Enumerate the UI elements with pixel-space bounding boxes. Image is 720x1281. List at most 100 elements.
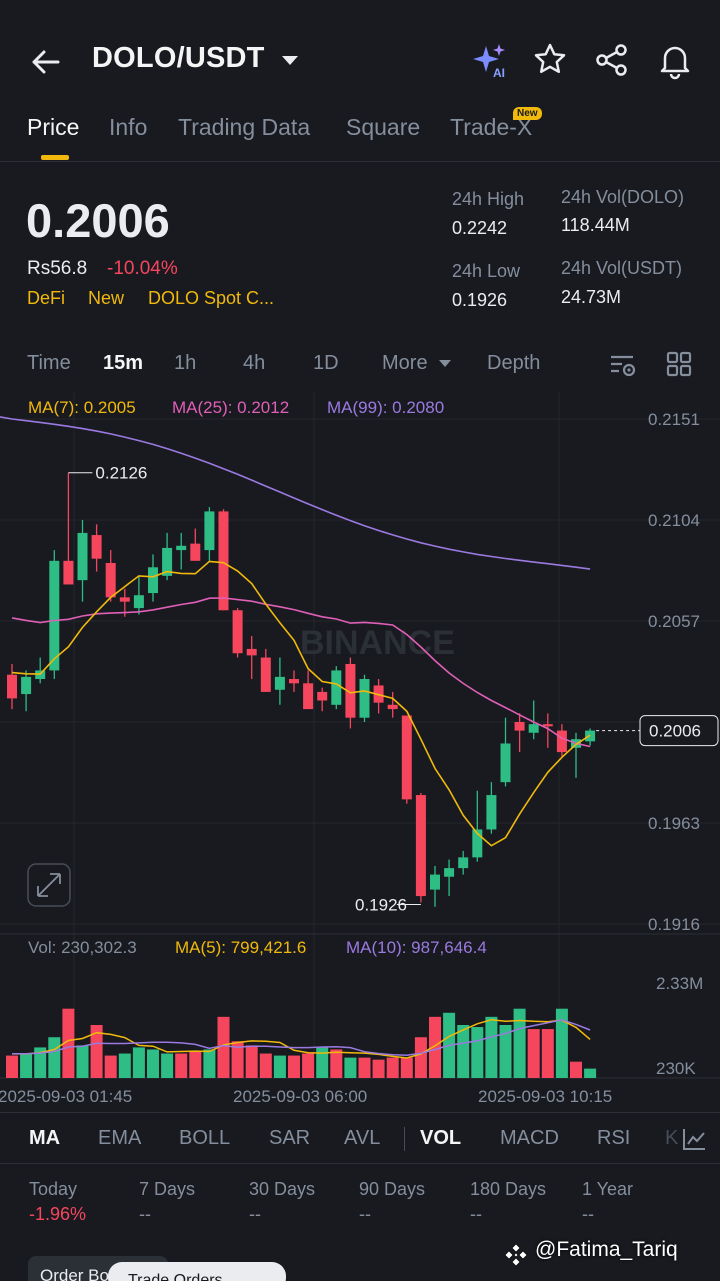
volume-bar	[161, 1053, 174, 1078]
chart-settings-icon[interactable]	[608, 350, 638, 380]
fiat-price: Rs56.8	[27, 258, 88, 279]
perf-7d-label: 7 Days	[139, 1179, 196, 1199]
vol-base-label: 24h Vol(DOLO)	[561, 187, 685, 207]
candlestick-chart[interactable]: BINANCE 0.21510.21040.20570.20100.19630.…	[0, 388, 720, 1108]
perf-today-value: -1.96%	[29, 1204, 87, 1224]
trade-orders-tab[interactable]: Trade Orders	[108, 1262, 286, 1281]
candle-body	[7, 674, 17, 699]
tab-info[interactable]: Info	[109, 114, 148, 140]
ai-sparkle-icon[interactable]: AI	[470, 40, 510, 80]
volume-bar	[471, 1027, 484, 1078]
interval-15m[interactable]: 15m	[103, 352, 144, 374]
top-bar: DOLO/USDT AI	[0, 0, 720, 100]
share-icon[interactable]	[592, 40, 632, 80]
interval-time[interactable]: Time	[27, 352, 71, 374]
last-price: 0.2006	[26, 194, 170, 247]
indicator-kdj[interactable]: K	[665, 1127, 679, 1149]
ma99-legend: MA(99): 0.2080	[327, 398, 445, 417]
grid-layout-icon[interactable]	[665, 350, 693, 378]
price-tick-label: 0.2104	[648, 511, 700, 530]
candle-body	[190, 543, 201, 561]
volume-bar	[20, 1053, 33, 1078]
candle-body	[542, 724, 553, 727]
candle-body	[514, 722, 525, 731]
current-price-box	[639, 715, 719, 747]
candle-body	[289, 679, 299, 684]
perf-30d-label: 30 Days	[249, 1179, 316, 1199]
volume-bar	[203, 1049, 216, 1078]
price-tick-label: 0.1916	[648, 915, 700, 934]
volume-bar	[527, 1029, 540, 1078]
volume-bar	[273, 1055, 286, 1078]
vol-legend: Vol: 230,302.3	[28, 938, 137, 957]
tab-square[interactable]: Square	[346, 114, 421, 140]
tab-trading-data[interactable]: Trading Data	[178, 114, 311, 140]
ma25-legend: MA(25): 0.2012	[172, 398, 290, 417]
indicator-sar[interactable]: SAR	[269, 1127, 311, 1149]
candle-body	[204, 511, 215, 551]
candle-body	[63, 560, 74, 585]
volume-bar	[499, 1024, 512, 1078]
volume-bar	[485, 1016, 498, 1078]
volume-bar	[288, 1055, 300, 1078]
indicator-boll[interactable]: BOLL	[179, 1127, 231, 1149]
interval-4h[interactable]: 4h	[243, 352, 266, 374]
candle-body	[176, 545, 187, 551]
binance-logo-icon	[504, 1243, 528, 1267]
volume-bar	[344, 1057, 357, 1078]
candle-body	[49, 560, 60, 671]
depth-tab[interactable]: Depth	[487, 352, 541, 374]
ma7-line	[11, 560, 591, 847]
indicator-settings-icon[interactable]	[680, 1125, 708, 1153]
volume-bar	[457, 1024, 470, 1078]
perf-180d-value: --	[470, 1204, 482, 1224]
volume-bar	[386, 1057, 399, 1078]
interval-1h[interactable]: 1h	[174, 352, 197, 374]
tag-new[interactable]: New	[88, 288, 125, 308]
trading-pair-title[interactable]: DOLO/USDT	[92, 42, 265, 74]
more-caret-icon[interactable]	[439, 360, 451, 367]
candle-body	[401, 715, 412, 800]
price-change-percent: -10.04%	[107, 258, 178, 279]
current-price-marker: 0.2006	[596, 715, 719, 747]
tag-spot-campaign[interactable]: DOLO Spot C...	[148, 288, 275, 308]
perf-1y-label: 1 Year	[582, 1179, 634, 1199]
bell-icon[interactable]	[655, 40, 695, 80]
volume-bar	[358, 1057, 371, 1078]
expand-chart-icon[interactable]	[27, 863, 71, 907]
interval-1d[interactable]: 1D	[313, 352, 339, 374]
indicator-ema[interactable]: EMA	[98, 1127, 142, 1149]
volume-bar	[118, 1053, 131, 1078]
back-arrow-icon[interactable]	[26, 42, 66, 82]
candle-body	[246, 648, 257, 656]
candles	[7, 472, 596, 907]
pair-dropdown-caret-icon[interactable]	[282, 56, 298, 65]
candle-body	[148, 567, 158, 594]
candle-body	[556, 730, 567, 753]
interval-bar: Time 15m 1h 4h 1D More Depth	[0, 340, 720, 388]
indicator-vol[interactable]: VOL	[420, 1127, 462, 1149]
tag-defi[interactable]: DeFi	[27, 288, 66, 308]
ai-label: AI	[493, 66, 505, 80]
ma25-line	[11, 597, 591, 748]
indicator-macd[interactable]: MACD	[500, 1127, 559, 1149]
vol-ma5-legend: MA(5): 799,421.6	[175, 938, 307, 957]
perf-30d-value: --	[249, 1204, 261, 1224]
candle-body	[500, 743, 511, 783]
indicator-ma[interactable]: MA	[29, 1127, 61, 1149]
indicator-avl[interactable]: AVL	[344, 1127, 381, 1149]
low-24h-label: 24h Low	[452, 261, 521, 281]
vol-ma10-legend: MA(10): 987,646.4	[346, 938, 487, 957]
perf-90d-label: 90 Days	[359, 1179, 426, 1199]
time-tick-label: 2025-09-03 06:00	[233, 1087, 367, 1106]
interval-more[interactable]: More	[382, 352, 428, 374]
perf-90d-value: --	[359, 1204, 371, 1224]
volume-bar	[147, 1049, 159, 1078]
volume-bar	[175, 1053, 188, 1078]
tab-price[interactable]: Price	[27, 114, 80, 140]
indicator-rsi[interactable]: RSI	[597, 1127, 631, 1149]
volume-bar	[62, 1008, 75, 1078]
volume-bar	[189, 1051, 202, 1078]
star-icon[interactable]	[530, 40, 570, 80]
candle-body	[317, 691, 328, 701]
